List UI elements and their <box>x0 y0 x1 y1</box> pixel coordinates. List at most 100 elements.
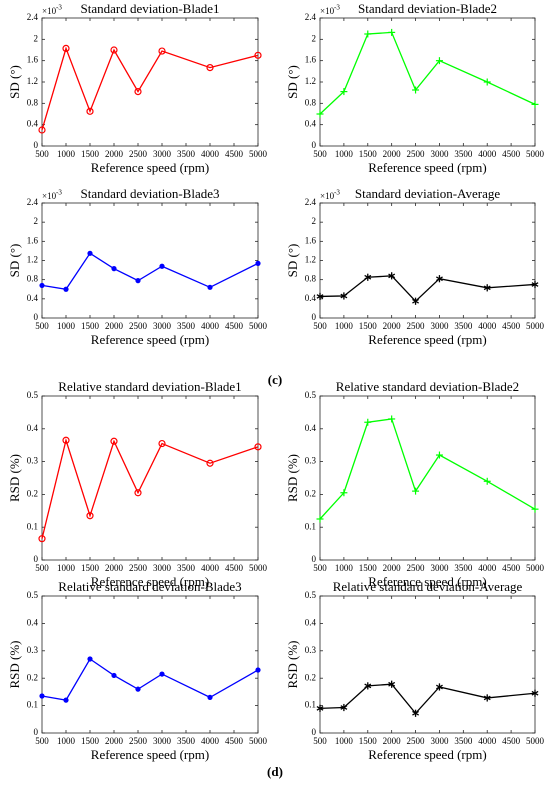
x-tick-label: 3500 <box>454 321 473 331</box>
x-axis-label: Reference speed (rpm) <box>368 160 486 175</box>
x-tick-label: 1500 <box>359 149 378 159</box>
marker-shape <box>316 705 324 711</box>
marker-shape <box>255 667 261 673</box>
marker-shape <box>111 672 117 679</box>
marker-shape <box>364 274 372 280</box>
y-tick-label: 0.4 <box>27 423 39 433</box>
y-multiplier-base: ×10 <box>320 191 335 201</box>
x-tick-label: 500 <box>35 149 49 159</box>
data-marker <box>388 415 396 423</box>
x-tick-label: 2500 <box>407 321 426 331</box>
x-axis-label: Reference speed (rpm) <box>91 332 209 347</box>
x-tick-label: 1500 <box>81 563 100 573</box>
x-tick-label: 1500 <box>359 736 378 746</box>
x-tick-label: 4000 <box>201 563 220 573</box>
marker-shape <box>412 710 419 716</box>
marker-shape <box>364 683 372 689</box>
y-tick-label: 1.2 <box>27 255 38 265</box>
marker-shape <box>110 46 118 54</box>
marker-shape <box>207 694 213 700</box>
marker-shape <box>388 681 396 687</box>
data-marker <box>412 487 420 495</box>
marker-shape <box>255 260 261 266</box>
y-tick-label: 1.6 <box>27 235 39 245</box>
y-tick-label: 2 <box>312 33 317 43</box>
y-axis-label: RSD (%) <box>285 454 300 502</box>
x-axis-label: Reference speed (rpm) <box>368 747 486 762</box>
x-tick-label: 4000 <box>201 321 220 331</box>
marker-shape <box>483 285 491 291</box>
data-marker <box>531 100 539 108</box>
x-tick-label: 5000 <box>249 149 268 159</box>
data-marker <box>206 459 214 467</box>
marker-shape <box>62 436 70 444</box>
x-tick-label: 2000 <box>383 736 402 746</box>
marker-shape <box>254 51 262 59</box>
marker-shape <box>38 535 46 543</box>
data-marker <box>159 263 165 269</box>
plot-frame <box>41 17 259 147</box>
x-tick-label: 4000 <box>478 736 497 746</box>
chart-title: Standard deviation-Blade3 <box>81 186 220 201</box>
data-marker <box>158 47 166 55</box>
data-marker <box>316 704 324 712</box>
y-tick-label: 0.4 <box>27 119 39 129</box>
marker-shape <box>436 276 443 282</box>
data-line <box>41 46 259 131</box>
plot-frame <box>41 395 259 561</box>
marker-shape <box>340 705 348 710</box>
y-tick-label: 2.4 <box>27 12 39 22</box>
x-tick-label: 4000 <box>478 149 497 159</box>
marker-shape <box>340 293 348 299</box>
y-axis-label: SD (°) <box>7 244 22 278</box>
y-tick-label: 0.8 <box>305 274 317 284</box>
y-tick-label: 0.4 <box>305 119 317 129</box>
x-tick-label: 1000 <box>335 321 354 331</box>
data-marker <box>134 87 142 96</box>
x-tick-label: 2500 <box>407 149 426 159</box>
y-tick-label: 1.6 <box>305 55 317 65</box>
data-marker <box>158 439 166 448</box>
marker-shape <box>110 437 118 445</box>
data-marker <box>340 292 348 300</box>
marker-shape <box>62 44 70 53</box>
x-tick-label: 2000 <box>383 149 402 159</box>
x-tick-label: 4500 <box>502 736 521 746</box>
x-tick-label: 1500 <box>81 321 100 331</box>
data-marker <box>87 656 93 662</box>
y-tick-label: 0.8 <box>27 97 39 107</box>
data-marker <box>531 280 539 289</box>
x-tick-label: 4500 <box>502 149 521 159</box>
marker-shape <box>388 273 396 279</box>
marker-shape <box>63 697 69 703</box>
x-tick-label: 4000 <box>201 736 220 746</box>
y-tick-label: 0.2 <box>305 488 316 498</box>
y-multiplier-base: ×10 <box>42 6 57 16</box>
x-tick-label: 5000 <box>526 563 545 573</box>
x-tick-label: 1000 <box>57 321 76 331</box>
x-tick-label: 3500 <box>177 736 196 746</box>
data-marker <box>86 512 94 520</box>
y-tick-label: 0 <box>34 140 39 150</box>
x-tick-label: 3000 <box>153 321 172 331</box>
x-axis-label: Reference speed (rpm) <box>368 332 486 347</box>
marker-shape <box>254 443 262 451</box>
data-marker <box>206 63 214 72</box>
y-tick-label: 0.4 <box>305 617 317 627</box>
data-marker <box>62 436 70 444</box>
x-tick-label: 1500 <box>359 563 378 573</box>
x-tick-label: 1000 <box>335 563 354 573</box>
y-tick-label: 0.2 <box>27 488 38 498</box>
data-marker <box>388 28 396 36</box>
x-tick-label: 5000 <box>249 736 268 746</box>
x-tick-label: 2500 <box>407 736 426 746</box>
y-tick-label: 2.4 <box>305 197 317 207</box>
data-marker <box>134 489 142 497</box>
y-tick-label: 2.4 <box>27 197 39 207</box>
y-tick-label: 0.3 <box>27 456 39 466</box>
y-axis-label: RSD (%) <box>7 640 22 688</box>
marker-shape <box>86 107 94 115</box>
data-marker <box>412 709 419 717</box>
data-line <box>41 437 259 539</box>
data-marker <box>39 693 45 699</box>
